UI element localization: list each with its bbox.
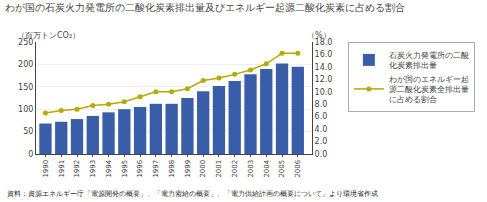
svg-text:0: 0 <box>28 150 33 159</box>
svg-text:1997: 1997 <box>152 160 160 178</box>
svg-text:1992: 1992 <box>73 160 81 178</box>
svg-text:わが国のエネルギー起源二酸化炭素全排出量に占める割合: わが国のエネルギー起源二酸化炭素全排出量に占める割合 <box>389 75 469 105</box>
svg-text:2004: 2004 <box>263 159 271 177</box>
svg-text:1990: 1990 <box>42 160 50 178</box>
svg-text:資料：資源エネルギー庁「電源開発の概要」、「電力需給の概要」: 資料：資源エネルギー庁「電源開発の概要」、「電力需給の概要」、「電力供給計画の概… <box>7 190 378 198</box>
svg-text:2.0: 2.0 <box>315 137 328 146</box>
svg-text:100: 100 <box>18 105 33 114</box>
svg-text:1999: 1999 <box>184 160 192 178</box>
svg-text:200: 200 <box>18 60 33 69</box>
svg-text:12.0: 12.0 <box>315 75 333 84</box>
svg-text:18.0: 18.0 <box>315 38 333 47</box>
svg-text:2000: 2000 <box>199 160 207 178</box>
svg-text:150: 150 <box>18 83 33 92</box>
svg-text:50: 50 <box>23 127 33 136</box>
svg-text:1998: 1998 <box>168 160 176 178</box>
svg-text:1991: 1991 <box>58 160 66 178</box>
svg-text:4.0: 4.0 <box>315 125 328 134</box>
svg-text:2005: 2005 <box>278 160 286 178</box>
svg-text:10.0: 10.0 <box>315 88 333 97</box>
svg-text:1996: 1996 <box>136 159 144 177</box>
svg-text:わが国の石炭火力発電所の二酸化炭素排出量及びエネルギー起源二: わが国の石炭火力発電所の二酸化炭素排出量及びエネルギー起源二酸化炭素に占める割合 <box>5 2 405 13</box>
svg-text:1994: 1994 <box>105 159 113 177</box>
svg-text:2001: 2001 <box>215 160 223 178</box>
svg-text:1995: 1995 <box>121 160 129 178</box>
svg-text:石炭火力発電所の二酸化炭素排出量: 石炭火力発電所の二酸化炭素排出量 <box>389 51 469 70</box>
svg-text:0.0: 0.0 <box>315 150 328 159</box>
svg-text:2003: 2003 <box>247 160 255 178</box>
svg-text:2002: 2002 <box>231 160 239 178</box>
svg-text:14.0: 14.0 <box>315 63 333 72</box>
svg-text:6.0: 6.0 <box>315 112 328 121</box>
svg-text:（百万トンCO₂）: （百万トンCO₂） <box>17 31 80 40</box>
svg-text:1993: 1993 <box>89 160 97 178</box>
svg-text:16.0: 16.0 <box>315 50 333 59</box>
svg-text:8.0: 8.0 <box>315 100 328 109</box>
svg-text:2006: 2006 <box>294 159 302 177</box>
svg-text:250: 250 <box>18 38 33 47</box>
svg-text:（%）: （%） <box>307 31 331 40</box>
